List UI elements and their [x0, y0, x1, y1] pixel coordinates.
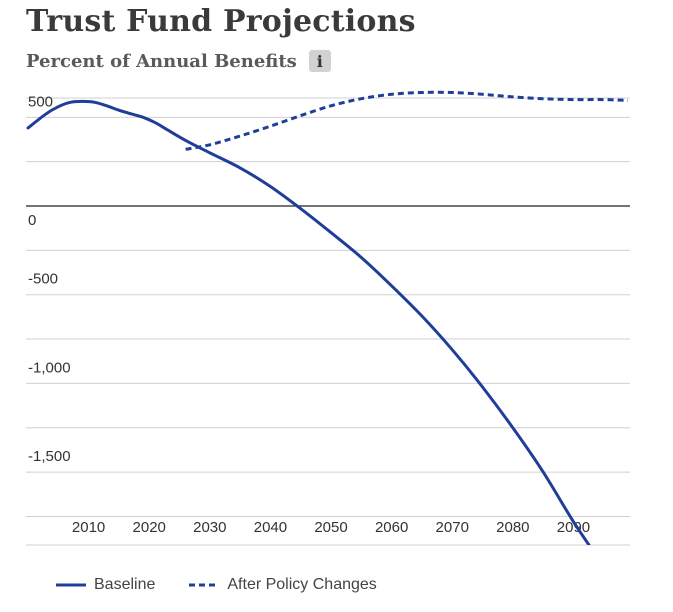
solid-line-icon [56, 583, 86, 587]
y-tick-label: -1,500 [28, 448, 71, 465]
series-line-after-policy [185, 90, 629, 151]
series-line-baseline [26, 99, 591, 545]
x-tick-labels: 2010 2020 2030 2040 2050 2060 2070 2080 2090 [72, 519, 590, 536]
x-tick-label: 2070 [436, 519, 469, 536]
chart-subtitle: Percent of Annual Benefits [26, 50, 297, 72]
subtitle-row: Percent of Annual Benefits i [26, 50, 331, 72]
legend-item-after-policy[interactable]: After Policy Changes [189, 576, 377, 594]
x-tick-label: 2040 [254, 519, 287, 536]
x-tick-label: 2050 [314, 519, 347, 536]
y-tick-label: -500 [28, 271, 58, 288]
y-tick-labels: 500 0 -500 -1,000 -1,500 [28, 93, 71, 465]
y-tick-label: -1,000 [28, 359, 71, 376]
legend: Baseline After Policy Changes [56, 576, 411, 594]
x-tick-label: 2020 [133, 519, 166, 536]
x-tick-label: 2010 [72, 519, 105, 536]
legend-label-after-policy: After Policy Changes [227, 576, 377, 593]
chart-title: Trust Fund Projections [26, 4, 416, 39]
x-tick-label: 2030 [193, 519, 226, 536]
legend-item-baseline[interactable]: Baseline [56, 576, 155, 594]
line-chart: 500 0 -500 -1,000 -1,500 2010 2020 2030 2040 205… [26, 90, 630, 546]
y-tick-label: 500 [28, 93, 53, 110]
grid-lines [26, 97, 630, 546]
series-lines [26, 90, 629, 545]
info-icon[interactable]: i [308, 50, 331, 72]
dashed-line-icon [189, 583, 220, 587]
legend-label-baseline: Baseline [94, 576, 156, 593]
y-tick-label: 0 [28, 212, 36, 229]
x-tick-label: 2060 [375, 519, 408, 536]
x-tick-label: 2080 [496, 519, 529, 536]
